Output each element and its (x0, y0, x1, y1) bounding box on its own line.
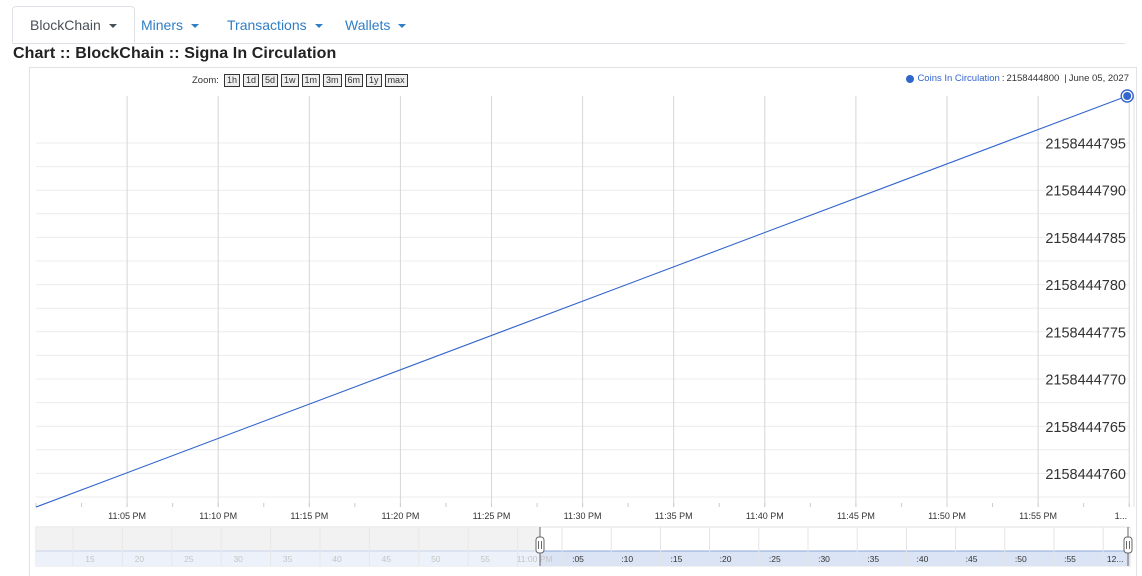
range-selector-label: 25 (184, 554, 194, 564)
range-selector-label: :20 (720, 554, 732, 564)
range-selector-label: :45 (966, 554, 978, 564)
x-tick-label: 11:40 PM (746, 511, 784, 521)
range-selector-label: :55 (1064, 554, 1076, 564)
range-selector-label: 35 (283, 554, 293, 564)
zoom-1y-button[interactable]: 1y (366, 73, 382, 87)
main-nav: BlockChain Miners Transactions Wallets (12, 6, 1125, 44)
x-tick-label: 11:50 PM (928, 511, 966, 521)
range-selector-label: 45 (382, 554, 392, 564)
range-selector-label: :05 (572, 554, 584, 564)
range-selector-label: 30 (233, 554, 243, 564)
zoom-5d-button[interactable]: 5d (261, 73, 278, 87)
drag-handle-icon[interactable] (535, 536, 545, 554)
range-selector-label: :30 (818, 554, 830, 564)
tab-miners-label: Miners (141, 17, 184, 33)
y-tick-label: 2158444780 (1045, 278, 1126, 294)
chart-series (35, 89, 1134, 508)
x-tick-label: 11:30 PM (564, 511, 602, 521)
tab-wallets[interactable]: Wallets (345, 6, 407, 42)
range-selector[interactable]: 15 20 25 30 35 40 45 50 55 11:00 PM :05 :10 :15 :20 :2… (35, 526, 1133, 567)
y-tick-label: 2158444765 (1045, 420, 1126, 436)
range-handle-left[interactable] (535, 527, 545, 566)
range-selector-label: 50 (431, 554, 441, 564)
zoom-1m-button[interactable]: 1m (301, 73, 321, 87)
page-title: Chart :: BlockChain :: Signa In Circulat… (13, 45, 337, 62)
range-selector-label: 11:00 PM (517, 554, 553, 564)
legend-dot-icon (906, 74, 915, 83)
x-tick-label: 11:15 PM (290, 511, 328, 521)
y-tick-label: 2158444770 (1045, 373, 1126, 389)
zoom-6m-button[interactable]: 6m (344, 73, 364, 87)
legend-date: June 05, 2027 (1068, 73, 1129, 84)
x-tick-label: 11:55 PM (1019, 511, 1057, 521)
legend-value: 2158444800 (1006, 73, 1060, 84)
range-selector-area-left (36, 551, 540, 566)
y-tick-label: 2158444775 (1045, 325, 1126, 341)
tab-transactions[interactable]: Transactions (227, 6, 323, 42)
tab-wallets-label: Wallets (345, 17, 391, 33)
series-line-coins-in-circulation (35, 95, 1128, 508)
tab-blockchain[interactable]: BlockChain (12, 6, 135, 43)
zoom-1d-button[interactable]: 1d (242, 73, 259, 87)
legend-date-separator: | (1064, 73, 1067, 84)
legend-series-name: Coins In Circulation (917, 73, 1000, 84)
chart-legend: Coins In Circulation : 2158444800 | June… (906, 73, 1129, 84)
zoom-label: Zoom: (192, 74, 219, 86)
x-tick-label: 11:05 PM (108, 511, 146, 521)
x-tick-label: 1... (1115, 511, 1128, 521)
chevron-down-icon (191, 24, 200, 28)
range-selector-label: 55 (480, 554, 490, 564)
range-selector-area-right (540, 551, 1130, 566)
range-handle-right[interactable] (1123, 527, 1133, 566)
range-selector-label: 20 (135, 554, 145, 564)
range-selector-label: :50 (1015, 554, 1027, 564)
y-tick-label: 2158444785 (1045, 231, 1126, 247)
zoom-1h-button[interactable]: 1h (223, 73, 240, 87)
tab-transactions-label: Transactions (227, 17, 307, 33)
y-tick-label: 2158444795 (1045, 136, 1126, 152)
range-selector-label: 12... (1107, 554, 1124, 564)
x-tick-label: 11:45 PM (837, 511, 875, 521)
chevron-down-icon (314, 24, 323, 28)
range-selector-label: :10 (621, 554, 633, 564)
tab-miners[interactable]: Miners (141, 6, 200, 42)
tab-blockchain-label: BlockChain (30, 17, 101, 33)
chevron-down-icon (398, 24, 407, 28)
legend-separator: : (1001, 73, 1005, 84)
zoom-max-button[interactable]: max (384, 73, 408, 87)
y-tick-label: 2158444760 (1045, 467, 1126, 483)
drag-handle-icon[interactable] (1123, 536, 1133, 554)
y-tick-label: 2158444790 (1045, 184, 1126, 200)
hover-point (1123, 92, 1132, 100)
chevron-down-icon (108, 24, 117, 28)
range-selector-label: :15 (670, 554, 682, 564)
x-tick-label: 11:25 PM (473, 511, 511, 521)
zoom-controls: Zoom: 1h 1d 5d 1w 1m 3m 6m 1y max (192, 73, 408, 87)
chart-grid (35, 96, 1135, 507)
y-axis: 2158444795 2158444790 2158444785 2158444780… (1045, 136, 1126, 483)
range-selector-label: :25 (769, 554, 781, 564)
range-selector-label: :35 (867, 554, 879, 564)
x-tick-label: 11:35 PM (655, 511, 693, 521)
x-tick-label: 11:20 PM (381, 511, 419, 521)
zoom-3m-button[interactable]: 3m (323, 73, 342, 87)
range-selector-label: 15 (85, 554, 95, 564)
range-selector-label: :40 (916, 554, 928, 564)
x-tick-label: 11:10 PM (199, 511, 237, 521)
range-selector-label: 40 (332, 554, 342, 564)
x-axis: 11:05 PM 11:10 PM 11:15 PM 11:20 PM 11:25 PM… (108, 511, 1127, 521)
zoom-1w-button[interactable]: 1w (280, 73, 299, 87)
